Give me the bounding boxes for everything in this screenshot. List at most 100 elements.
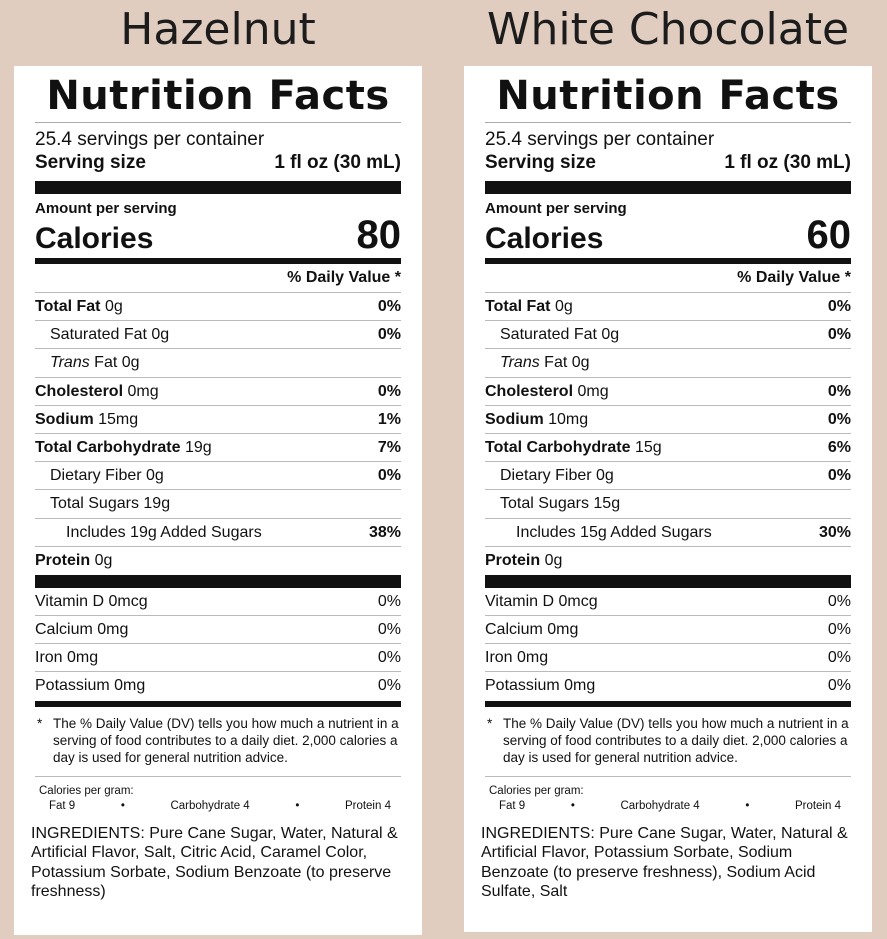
vitamin-name: Vitamin D 0mcg [35,592,148,610]
nutrition-facts-title: Nutrition Facts [35,70,401,123]
calories-per-gram-values: Fat 9 • Carbohydrate 4 • Protein 4 [39,799,401,814]
nutrition-panel: Nutrition Facts 25.4 servings per contai… [464,66,872,932]
serving-size-label: Serving size [485,152,596,173]
nutrient-dv: 1% [377,410,401,428]
nutrient-amount: 0g [94,551,113,569]
serving-size-value: 1 fl oz (30 mL) [724,152,851,173]
nutrient-name: Total Fat [35,298,101,315]
nutrient-row-total-fat: Total Fat 0g 0% [485,293,851,322]
nutrient-row-total-sugars: Total Sugars 15g [485,490,851,519]
nutrient-name: Dietary Fiber [50,467,142,485]
footnote-star: * [37,715,43,731]
nutrient-amount: 15mg [98,410,139,428]
calories-row: Calories 80 [35,215,401,258]
nutrient-row-dietary-fiber: Dietary Fiber 0g 0% [485,462,851,491]
nutrient-amount: 15g [634,438,662,456]
nutrient-name: Dietary Fiber [500,467,592,485]
nutrient-name: Total Fat [485,298,551,315]
cpg-fat: Fat 9 [499,799,526,812]
vitamin-dv: 0% [827,592,851,610]
thick-divider [485,181,851,194]
serving-size-row: Serving size 1 fl oz (30 mL) [35,151,401,181]
nutrient-name: Total Carbohydrate [35,438,181,456]
thick-divider [485,574,851,588]
nutrient-row-dietary-fiber: Dietary Fiber 0g 0% [35,462,401,491]
nutrient-name: Total Sugars [50,495,139,513]
vitamin-row-calcium: Calcium 0mg 0% [35,616,401,645]
nutrient-row-total-carbohydrate: Total Carbohydrate 15g 6% [485,434,851,463]
ingredients: INGREDIENTS: Pure Cane Sugar, Water, Nat… [31,824,398,901]
thick-divider [35,574,401,588]
nutrition-facts-title: Nutrition Facts [485,70,851,123]
servings-per-container: 25.4 servings per container [485,129,715,150]
nutrient-name: Sodium [35,410,94,428]
nutrient-dv: 0% [377,382,401,400]
cpg-protein: Protein 4 [794,799,841,812]
footnote-text: The % Daily Value (DV) tells you how muc… [53,715,399,765]
amount-per-serving: Amount per serving [485,200,627,217]
nutrient-row-total-sugars: Total Sugars 19g [35,490,401,519]
nutrient-amount: 0mg [577,382,609,400]
nutrient-dv: 0% [827,382,851,400]
nutrient-amount: 0g [104,298,123,315]
vitamin-name: Potassium 0mg [485,677,596,695]
nutrient-name: Saturated Fat [50,326,147,344]
nutrient-amount: 0g [571,354,590,372]
nutrient-amount: 0g [601,326,620,344]
nutrition-label-white-chocolate: White Chocolate Nutrition Facts 25.4 ser… [464,0,872,932]
nutrient-row-added-sugars: Includes 19g Added Sugars 38% [35,519,401,547]
nutrient-name: Total Carbohydrate [485,438,631,456]
nutrient-dv: 0% [377,298,401,315]
calories-per-gram-label: Calories per gram: [39,784,134,797]
calories-label: Calories [485,222,604,255]
daily-value-header: % Daily Value * [35,264,401,293]
cpg-carbohydrate: Carbohydrate 4 [170,799,250,812]
nutrient-name: Protein [485,551,541,569]
nutrition-panel: Nutrition Facts 25.4 servings per contai… [14,66,422,935]
nutrient-row-trans-fat: Trans Fat 0g [35,349,401,378]
vitamin-row-vitamin-d: Vitamin D 0mcg 0% [485,588,851,617]
vitamin-dv: 0% [377,677,401,695]
nutrient-dv: 0% [377,326,401,344]
flavor-title: Hazelnut [120,4,316,55]
nutrient-row-total-carbohydrate: Total Carbohydrate 19g 7% [35,434,401,463]
nutrient-amount: 0mg [127,382,159,400]
vitamin-dv: 0% [377,592,401,610]
nutrient-name: Includes 15g Added Sugars [516,523,712,541]
nutrient-name: Saturated Fat [500,326,597,344]
vitamin-row-vitamin-d: Vitamin D 0mcg 0% [35,588,401,617]
nutrient-amount: 0g [121,354,140,372]
nutrient-name-suffix: Fat [94,354,118,372]
footnote-text: The % Daily Value (DV) tells you how muc… [503,715,849,765]
nutrient-row-total-fat: Total Fat 0g 0% [35,293,401,322]
vitamin-name: Iron 0mg [35,649,99,667]
cpg-bullet: • [120,799,125,812]
nutrient-row-sodium: Sodium 15mg 1% [35,406,401,434]
calories-per-gram: Calories per gram: Fat 9 • Carbohydrate … [35,784,401,814]
nutrient-amount: 0g [146,467,164,485]
calories-label: Calories [35,222,154,255]
cpg-bullet: • [745,799,750,812]
nutrient-name: Trans [500,354,540,372]
nutrient-amount: 0g [596,467,614,485]
nutrient-name: Trans [50,354,90,372]
daily-value-header: % Daily Value * [485,264,851,293]
nutrient-dv: 7% [377,438,401,456]
nutrient-row-protein: Protein 0g [485,547,851,575]
nutrient-row-saturated-fat: Saturated Fat 0g 0% [485,321,851,350]
serving-size-label: Serving size [35,152,146,173]
vitamin-row-calcium: Calcium 0mg 0% [485,616,851,645]
medium-divider [485,258,851,264]
vitamin-row-iron: Iron 0mg 0% [35,644,401,673]
serving-size-value: 1 fl oz (30 mL) [274,152,401,173]
nutrient-amount: 0g [151,326,170,344]
nutrient-amount: 19g [143,495,171,513]
calories-value: 60 [806,213,852,257]
nutrient-dv: 0% [827,410,851,428]
vitamin-dv: 0% [827,649,851,667]
nutrition-label-hazelnut: Hazelnut Nutrition Facts 25.4 servings p… [14,0,422,935]
servings-per-container: 25.4 servings per container [35,129,265,150]
vitamin-row-iron: Iron 0mg 0% [485,644,851,673]
footnote-star: * [487,715,493,731]
nutrient-dv: 0% [827,298,851,315]
